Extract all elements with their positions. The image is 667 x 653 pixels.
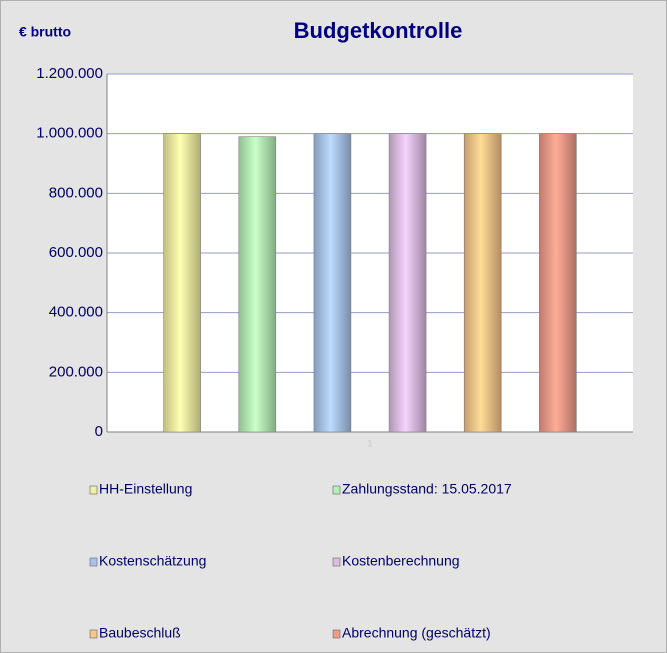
legend-label: Zahlungsstand: 15.05.2017 — [342, 481, 512, 497]
legend-label: HH-Einstellung — [99, 481, 192, 497]
y-tick-label: 0 — [95, 423, 103, 440]
legend-label: Kostenschätzung — [99, 553, 206, 569]
legend-swatch — [332, 485, 341, 495]
y-tick-label: 600.000 — [49, 244, 103, 261]
bar — [463, 133, 502, 433]
legend-swatch — [89, 629, 98, 639]
legend-label: Baubeschluß — [99, 625, 181, 641]
y-axis-label: € brutto — [19, 24, 71, 40]
bar — [539, 133, 577, 433]
bar — [388, 133, 427, 433]
bar — [238, 136, 277, 433]
x-tick-label: 1 — [367, 438, 372, 448]
legend-label: Abrechnung (geschätzt) — [342, 625, 491, 641]
legend-swatch — [89, 557, 98, 567]
y-tick-label: 200.000 — [49, 363, 103, 380]
legend-label: Kostenberechnung — [342, 553, 460, 569]
bar — [313, 133, 352, 433]
y-tick-label: 800.000 — [49, 184, 103, 201]
chart-title: Budgetkontrolle — [294, 18, 463, 43]
legend-swatch — [332, 557, 341, 567]
y-tick-label: 1.200.000 — [36, 65, 103, 82]
y-tick-label: 400.000 — [49, 304, 103, 321]
y-tick-label: 1.000.000 — [36, 125, 103, 142]
legend-swatch — [89, 485, 98, 495]
bar — [163, 133, 201, 433]
legend-swatch — [332, 629, 341, 639]
